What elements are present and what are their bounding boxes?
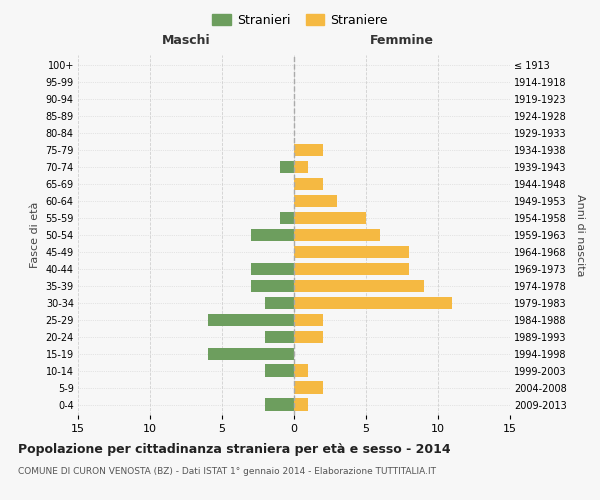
Y-axis label: Fasce di età: Fasce di età bbox=[30, 202, 40, 268]
Bar bbox=[265, 398, 294, 411]
Text: Popolazione per cittadinanza straniera per età e sesso - 2014: Popolazione per cittadinanza straniera p… bbox=[18, 442, 451, 456]
Bar bbox=[294, 194, 337, 207]
Bar bbox=[294, 246, 409, 258]
Bar bbox=[294, 280, 424, 292]
Bar bbox=[294, 382, 323, 394]
Bar bbox=[251, 262, 294, 276]
Bar bbox=[280, 212, 294, 224]
Bar bbox=[208, 314, 294, 326]
Bar bbox=[294, 364, 308, 377]
Bar bbox=[251, 228, 294, 241]
Bar bbox=[294, 330, 323, 344]
Bar bbox=[265, 296, 294, 310]
Bar bbox=[294, 178, 323, 190]
Bar bbox=[294, 212, 366, 224]
Bar bbox=[294, 314, 323, 326]
Bar bbox=[294, 262, 409, 276]
Bar bbox=[265, 364, 294, 377]
Text: Maschi: Maschi bbox=[161, 34, 211, 46]
Bar bbox=[294, 144, 323, 156]
Bar bbox=[294, 228, 380, 241]
Bar bbox=[265, 330, 294, 344]
Text: Femmine: Femmine bbox=[370, 34, 434, 46]
Text: COMUNE DI CURON VENOSTA (BZ) - Dati ISTAT 1° gennaio 2014 - Elaborazione TUTTITA: COMUNE DI CURON VENOSTA (BZ) - Dati ISTA… bbox=[18, 468, 436, 476]
Bar bbox=[280, 160, 294, 173]
Bar bbox=[294, 296, 452, 310]
Y-axis label: Anni di nascita: Anni di nascita bbox=[575, 194, 585, 276]
Bar bbox=[294, 160, 308, 173]
Legend: Stranieri, Straniere: Stranieri, Straniere bbox=[207, 8, 393, 32]
Bar bbox=[208, 348, 294, 360]
Bar bbox=[294, 398, 308, 411]
Bar bbox=[251, 280, 294, 292]
